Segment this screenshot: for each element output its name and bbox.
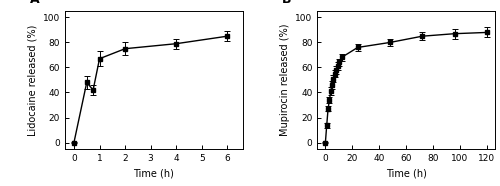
Text: A: A bbox=[30, 0, 39, 6]
Y-axis label: Mupirocin released (%): Mupirocin released (%) bbox=[280, 24, 289, 136]
Y-axis label: Lidocaine released (%): Lidocaine released (%) bbox=[28, 24, 38, 136]
Text: B: B bbox=[282, 0, 292, 6]
X-axis label: Time (h): Time (h) bbox=[134, 168, 174, 178]
X-axis label: Time (h): Time (h) bbox=[386, 168, 426, 178]
